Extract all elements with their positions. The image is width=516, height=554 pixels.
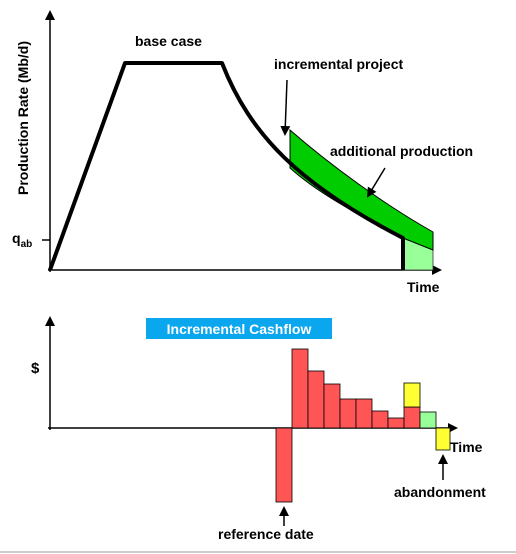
bar xyxy=(419,411,437,429)
incremental-label: incremental project xyxy=(274,56,403,72)
q-subscript: ab xyxy=(21,239,33,250)
y-label: Production Rate (Mb/d) xyxy=(15,41,31,195)
reference-label: reference date xyxy=(218,526,314,542)
bar xyxy=(307,370,325,429)
q-symbol: q xyxy=(12,230,21,246)
additional-arrow xyxy=(366,167,386,198)
bar xyxy=(275,427,293,503)
cash-y-label: $ xyxy=(31,360,40,377)
bar xyxy=(435,427,451,451)
title-box xyxy=(146,318,332,339)
base-label: base case xyxy=(135,33,202,49)
bar xyxy=(403,406,421,429)
x-label: Time xyxy=(407,279,440,295)
additional-label: additional production xyxy=(330,143,473,159)
cashflow-bars xyxy=(275,348,451,503)
bar xyxy=(371,410,389,429)
bar xyxy=(323,383,341,429)
bar xyxy=(339,398,357,429)
cash-x-label: Time xyxy=(450,439,483,455)
base-case-curve xyxy=(48,61,405,271)
qab-label: qab xyxy=(12,230,32,250)
cashflow-title: Incremental Cashflow xyxy=(167,321,312,337)
bar xyxy=(355,398,373,429)
abandonment-label: abandonment xyxy=(394,484,486,500)
incremental-arrow xyxy=(280,79,291,136)
bar xyxy=(403,382,421,408)
additional-production-area xyxy=(289,128,434,251)
bar xyxy=(291,348,309,429)
bar xyxy=(387,417,405,429)
